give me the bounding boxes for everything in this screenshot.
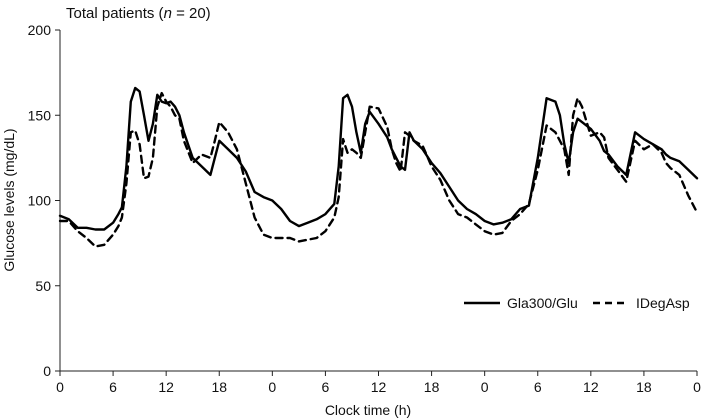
legend: Gla300/Glu IDegAsp (464, 295, 690, 311)
series-line-gla300-glu (58, 86, 699, 231)
chart-title: Total patients (n = 20) (66, 5, 211, 22)
x-tick-label: 6 (109, 379, 117, 395)
axes (59, 30, 697, 372)
x-tick-label: 0 (693, 379, 701, 395)
y-tick-label: 200 (28, 22, 52, 38)
x-tick-label: 0 (481, 379, 489, 395)
y-tick-label: 50 (35, 278, 51, 294)
y-tick-label: 100 (28, 193, 52, 209)
x-tick-label: 18 (424, 379, 440, 395)
chart-title-prefix: Total patients ( (66, 5, 164, 22)
x-tick-label: 18 (636, 379, 652, 395)
chart-title-italic: n (164, 5, 172, 22)
legend-label-idegasp: IDegAsp (636, 295, 690, 311)
x-tick-label: 12 (158, 379, 174, 395)
legend-label-gla300: Gla300/Glu (507, 295, 578, 311)
series-group (58, 86, 699, 248)
x-tick-label: 6 (322, 379, 330, 395)
x-tick-label: 12 (371, 379, 387, 395)
x-ticks: 0 6 12 18 0 6 12 18 0 6 12 18 0 (56, 371, 701, 395)
x-tick-label: 18 (211, 379, 227, 395)
y-tick-label: 150 (28, 107, 52, 123)
series-line-idegasp (58, 91, 699, 248)
y-axis-title: Glucose levels (mg/dL) (1, 128, 17, 271)
chart-title-suffix: = 20) (172, 5, 211, 22)
x-tick-label: 0 (56, 379, 64, 395)
x-axis-title: Clock time (h) (325, 402, 411, 418)
x-tick-label: 6 (534, 379, 542, 395)
y-tick-label: 0 (43, 363, 51, 379)
x-tick-label: 12 (583, 379, 599, 395)
y-ticks: 0 50 100 150 200 (28, 22, 60, 379)
x-tick-label: 0 (268, 379, 276, 395)
